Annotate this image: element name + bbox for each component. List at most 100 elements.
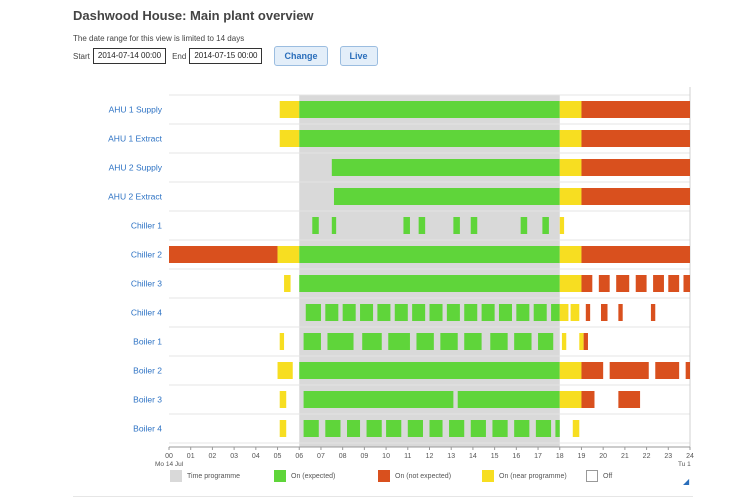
x-end-date-label: Tu 1 (678, 461, 691, 468)
status-segment (279, 130, 300, 147)
x-tick-label: 00 (165, 453, 173, 460)
status-segment (581, 159, 690, 176)
status-segment (559, 362, 582, 379)
status-segment (299, 362, 560, 379)
status-segment (498, 304, 512, 321)
x-tick-label: 16 (512, 453, 520, 460)
x-tick-label: 02 (209, 453, 217, 460)
x-tick-label: 03 (230, 453, 238, 460)
status-segment (559, 246, 582, 263)
time-programme-band (299, 95, 560, 447)
status-segment (412, 304, 426, 321)
resize-handle-icon[interactable]: ◢ (683, 477, 690, 486)
status-segment (618, 304, 623, 321)
legend-label: Time programme (187, 472, 241, 480)
x-tick-label: 07 (317, 453, 325, 460)
status-segment (312, 217, 319, 234)
status-segment (305, 304, 321, 321)
status-segment (377, 304, 391, 321)
x-tick-label: 08 (339, 453, 347, 460)
status-segment (685, 362, 690, 379)
x-tick-label: 12 (426, 453, 434, 460)
status-segment (683, 275, 690, 292)
status-segment (333, 188, 560, 205)
end-date-field[interactable]: 2014-07-15 00:00 (189, 48, 263, 64)
status-segment (440, 333, 458, 350)
status-segment (169, 246, 278, 263)
row-label: AHU 1 Extract (108, 134, 162, 144)
x-tick-label: 06 (295, 453, 303, 460)
legend-item-on-not-expected: On (not expected) (378, 470, 451, 482)
status-segment (559, 275, 582, 292)
status-segment (581, 101, 690, 118)
status-segment (394, 304, 408, 321)
legend-item-on-near-programme: On (near programme) (482, 470, 567, 482)
live-button[interactable]: Live (339, 46, 378, 66)
status-segment (616, 275, 630, 292)
status-segment (325, 304, 339, 321)
status-segment (299, 275, 560, 292)
status-segment (585, 304, 591, 321)
row-label: Boiler 3 (133, 395, 162, 405)
x-tick-label: 22 (643, 453, 651, 460)
status-segment (362, 333, 382, 350)
row-label: Boiler 4 (133, 424, 162, 434)
status-segment (609, 362, 649, 379)
status-segment (449, 420, 465, 437)
change-button[interactable]: Change (274, 46, 328, 66)
row-label: AHU 1 Supply (109, 105, 163, 115)
x-tick-label: 21 (621, 453, 629, 460)
status-segment (325, 420, 341, 437)
status-segment (533, 304, 547, 321)
x-start-date-label: Mo 14 Jul (155, 461, 184, 468)
status-segment (618, 391, 641, 408)
page-title: Dashwood House: Main plant overview (73, 8, 314, 23)
legend-item-off: Off (586, 470, 612, 482)
status-segment (516, 304, 530, 321)
status-segment (327, 333, 354, 350)
legend-label: On (not expected) (395, 472, 452, 480)
status-segment (514, 333, 532, 350)
x-tick-label: 19 (578, 453, 586, 460)
legend-label: On (near programme) (499, 472, 567, 480)
status-segment (303, 420, 319, 437)
status-segment (347, 420, 361, 437)
status-segment (481, 304, 495, 321)
x-tick-label: 14 (469, 453, 477, 460)
status-segment (470, 420, 486, 437)
status-segment (581, 275, 593, 292)
status-segment (331, 159, 560, 176)
status-segment (279, 333, 285, 350)
status-segment (299, 130, 560, 147)
status-segment (366, 420, 382, 437)
row-label: Chiller 2 (131, 250, 162, 260)
status-segment (303, 391, 454, 408)
status-segment (279, 391, 287, 408)
start-label: Start (73, 51, 90, 61)
status-segment (559, 130, 582, 147)
x-tick-label: 01 (187, 453, 195, 460)
status-segment (464, 333, 482, 350)
status-segment (299, 101, 560, 118)
status-segment (490, 333, 508, 350)
status-segment (668, 275, 680, 292)
status-segment (579, 333, 584, 350)
x-tick-label: 23 (664, 453, 672, 460)
row-label: AHU 2 Supply (109, 163, 163, 173)
status-segment (581, 362, 604, 379)
status-segment (581, 188, 690, 205)
status-segment (407, 420, 423, 437)
date-range-controls: Start 2014-07-14 00:00 End 2014-07-15 00… (73, 46, 384, 66)
status-segment (559, 217, 565, 234)
row-label: AHU 2 Extract (108, 192, 162, 202)
status-segment (446, 304, 460, 321)
legend-swatch (586, 470, 598, 482)
row-label: Chiller 3 (131, 279, 162, 289)
start-date-field[interactable]: 2014-07-14 00:00 (92, 48, 167, 64)
status-segment (277, 246, 300, 263)
status-segment (650, 304, 656, 321)
legend-swatch (378, 470, 390, 482)
status-segment (581, 246, 690, 263)
status-segment (600, 304, 608, 321)
